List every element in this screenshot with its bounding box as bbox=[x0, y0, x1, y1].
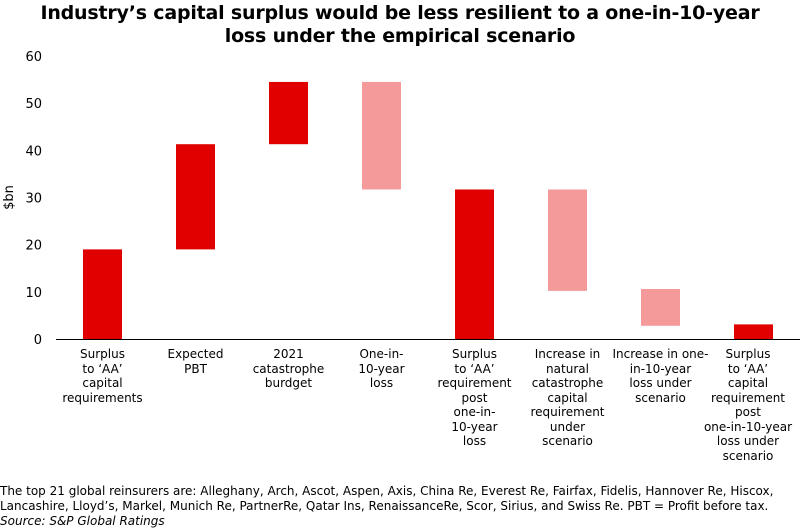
category-label-line: one-in-10-year bbox=[703, 419, 793, 434]
category-label-line: in-10-year bbox=[629, 361, 692, 376]
footnote-text: The top 21 global reinsurers are: Allegh… bbox=[0, 484, 774, 513]
category-label-2: Expected PBT bbox=[144, 347, 248, 376]
bar-1 bbox=[83, 249, 122, 339]
chart-notes: The top 21 global reinsurers are: Allegh… bbox=[0, 484, 800, 529]
category-label-line: catastrophe bbox=[252, 361, 325, 376]
category-label-line: loss bbox=[462, 434, 487, 448]
category-label-line: natural bbox=[546, 361, 589, 376]
category-label-6: Increase in natural catastrophe capital requ… bbox=[516, 347, 620, 449]
category-label-line: capital bbox=[82, 376, 123, 390]
category-label-line: scenario bbox=[542, 434, 593, 448]
bar-2 bbox=[176, 144, 215, 250]
y-tick-label: 40 bbox=[25, 144, 42, 159]
category-label-line: capital bbox=[547, 390, 588, 405]
category-label-1: Surplus to ‘AA’ capital requirements bbox=[51, 347, 155, 405]
category-label-line: loss under bbox=[716, 434, 780, 448]
category-label-line: scenario bbox=[722, 448, 774, 463]
category-label-line: to ‘AA’ bbox=[454, 361, 495, 376]
category-label-line: Surplus bbox=[725, 347, 771, 361]
bar-6 bbox=[548, 189, 587, 291]
category-label-line: to ‘AA’ bbox=[727, 361, 769, 376]
y-tick-label: 60 bbox=[25, 50, 42, 65]
category-label-7: Increase in one-in-10-year loss under scen… bbox=[609, 347, 713, 405]
category-label-line: Increase in one- bbox=[612, 347, 709, 361]
y-tick-label: 20 bbox=[25, 239, 42, 254]
category-label-line: 10-year bbox=[358, 361, 405, 376]
category-label-line: scenario bbox=[635, 390, 686, 405]
chart-title: Industry’s capital surplus would be less… bbox=[0, 2, 800, 48]
category-label-line: Expected bbox=[167, 347, 224, 361]
chart-title-line-2: loss under the empirical scenario bbox=[224, 25, 576, 47]
category-label-3: 2021 catastrophe burdget bbox=[237, 347, 341, 391]
category-label-line: 10-year bbox=[451, 419, 498, 434]
category-label-line: Surplus bbox=[452, 347, 497, 361]
category-label-8: Surplus to ‘AA’ capital requirement post one-… bbox=[696, 347, 800, 463]
category-label-line: Surplus bbox=[80, 347, 125, 361]
category-label-5: Surplus to ‘AA’ requirement post one-in- 10-y… bbox=[423, 347, 527, 449]
category-label-line: one-in- bbox=[453, 405, 496, 419]
category-label-line: post bbox=[735, 405, 761, 419]
category-label-line: Increase in bbox=[534, 347, 601, 361]
bar-5 bbox=[455, 189, 494, 339]
category-label-line: One-in- bbox=[359, 347, 404, 361]
y-tick-label: 10 bbox=[25, 286, 42, 301]
waterfall-chart: $bn 0 10 20 30 40 50 60 bbox=[2, 50, 800, 348]
category-label-line: under bbox=[549, 419, 586, 434]
source-text: Source: S&P Global Ratings bbox=[0, 514, 165, 528]
category-label-line: loss bbox=[369, 376, 394, 390]
category-label-4: One-in- 10-year loss bbox=[330, 347, 434, 391]
category-label-line: to ‘AA’ bbox=[82, 361, 123, 376]
chart-title-line-1: Industry’s capital surplus would be less… bbox=[40, 2, 760, 24]
bar-4 bbox=[362, 81, 401, 190]
category-label-line: requirement bbox=[710, 390, 786, 405]
y-axis-label: $bn bbox=[2, 185, 17, 210]
bar-3 bbox=[269, 81, 308, 145]
category-label-line: PBT bbox=[184, 361, 207, 376]
y-tick-label: 0 bbox=[34, 333, 42, 348]
category-label-line: requirement bbox=[437, 376, 512, 390]
category-label-line: burdget bbox=[264, 376, 313, 390]
category-label-line: catastrophe bbox=[531, 376, 604, 390]
category-label-line: 2021 bbox=[273, 347, 304, 361]
bar-8 bbox=[734, 324, 773, 339]
category-label-line: capital bbox=[727, 376, 769, 390]
category-label-line: requirements bbox=[62, 390, 143, 405]
y-tick-label: 30 bbox=[25, 192, 42, 207]
y-tick-label: 50 bbox=[25, 97, 42, 112]
category-label-line: loss under bbox=[629, 376, 692, 390]
category-label-line: requirement bbox=[530, 405, 605, 419]
bar-7 bbox=[641, 289, 680, 326]
category-label-line: post bbox=[461, 390, 488, 405]
